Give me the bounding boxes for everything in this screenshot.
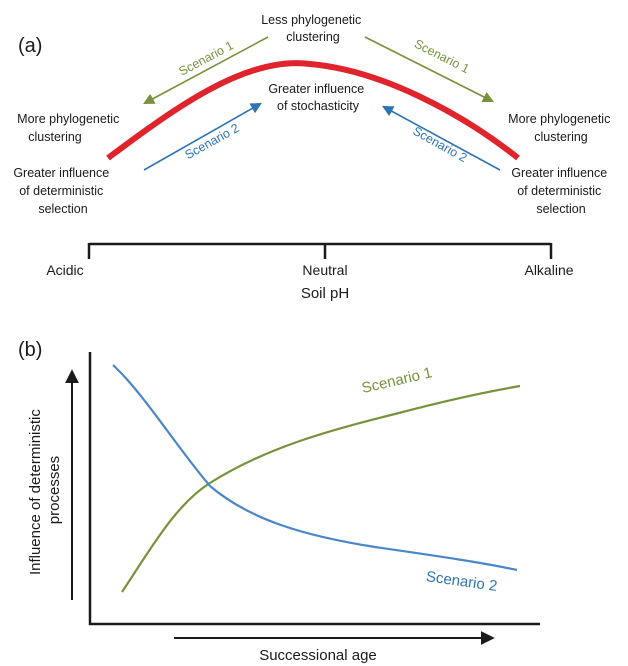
top-label: Less phylogenetic clustering — [261, 13, 365, 44]
left-upper-label: More phylogenetic clustering — [17, 112, 123, 144]
panel-b-y-label: Influence of deterministic processes — [27, 405, 63, 575]
ph-tick-label-neutral: Neutral — [302, 262, 347, 278]
right-green-arrow-label: Scenario 1 — [412, 37, 472, 77]
ph-tick-label-alkaline: Alkaline — [524, 262, 573, 278]
series-scenario-1-label: Scenario 1 — [360, 364, 434, 397]
panel-a: (a) Less phylogenetic clustering Greater… — [13, 13, 614, 302]
series-scenario-1-line — [121, 384, 521, 593]
left-blue-arrow-label: Scenario 2 — [183, 121, 242, 162]
panel-b-x-label: Successional age — [259, 647, 377, 664]
center-label: Greater influence of stochasticity — [268, 82, 367, 113]
right-blue-arrow-label: Scenario 2 — [410, 124, 469, 165]
left-blue-arrow — [143, 102, 262, 171]
left-lower-label: Greater influence of deterministic selec… — [13, 166, 112, 216]
left-green-arrow — [143, 36, 269, 105]
series-scenario-2-line — [112, 364, 518, 572]
panel-b: (b) Influence of deterministic processes… — [18, 339, 540, 664]
right-lower-label: Greater influence of deterministic selec… — [511, 166, 610, 216]
series-scenario-2-label: Scenario 2 — [425, 568, 498, 595]
right-blue-arrow — [382, 105, 501, 171]
red-curve — [106, 60, 520, 161]
ph-tick-label-acidic: Acidic — [46, 262, 83, 278]
ph-axis — [87, 242, 553, 259]
right-upper-label: More phylogenetic clustering — [508, 112, 614, 144]
panel-a-label: (a) — [18, 35, 42, 57]
panel-b-label: (b) — [18, 339, 42, 361]
right-green-arrow — [364, 36, 495, 103]
ph-axis-title: Soil pH — [301, 285, 349, 302]
